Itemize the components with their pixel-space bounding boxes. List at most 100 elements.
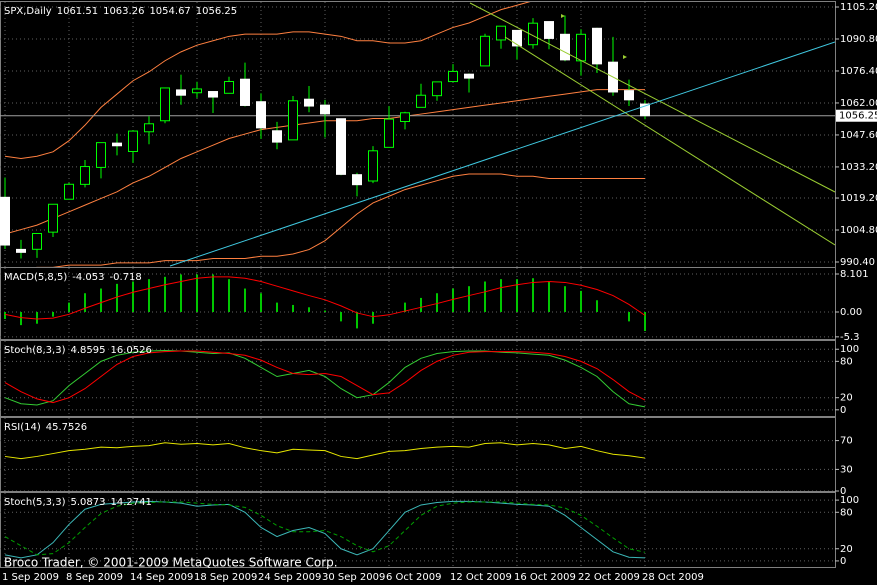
y-tick-label: 80 xyxy=(840,507,853,518)
candle-body xyxy=(80,166,90,185)
y-tick-label: -5.3 xyxy=(840,332,860,343)
panel-header: Stoch(8,3,3) xyxy=(4,345,66,356)
y-tick-label: 0 xyxy=(840,556,846,567)
panel-header: 45.7526 xyxy=(46,422,87,433)
candle-body xyxy=(128,130,138,152)
candle-body xyxy=(32,232,42,250)
arrow-marker xyxy=(561,14,565,18)
histogram-bar xyxy=(52,311,54,317)
panel-header: 4.8595 xyxy=(70,345,105,356)
candle-body xyxy=(192,88,202,94)
y-tick-label: 1076.40 xyxy=(840,66,877,77)
histogram-bar xyxy=(100,288,102,312)
histogram-bar xyxy=(324,310,326,312)
panel-header: 16.0526 xyxy=(110,345,151,356)
x-tick-label: 24 Sep 2009 xyxy=(258,572,321,583)
y-tick-label: 80 xyxy=(840,356,853,367)
panel-plot xyxy=(0,493,835,567)
histogram-bar xyxy=(580,290,582,312)
candle-body xyxy=(512,29,522,47)
candle-body xyxy=(352,174,362,186)
histogram-bar xyxy=(644,311,646,331)
x-tick-label: 22 Oct 2009 xyxy=(578,572,640,583)
candle-body xyxy=(96,142,106,168)
histogram-bar xyxy=(484,281,486,312)
candle-body xyxy=(576,33,586,62)
candle-body xyxy=(528,22,538,46)
candle-body xyxy=(400,112,410,123)
watermark: Broco Trader, © 2001-2009 MetaQuotes Sof… xyxy=(4,556,338,570)
histogram-bar xyxy=(228,279,230,312)
candle-body xyxy=(256,101,266,129)
histogram-bar xyxy=(276,302,278,312)
price-label-bg xyxy=(836,109,877,122)
y-tick-label: 0 xyxy=(840,405,846,416)
x-tick-label: 12 Oct 2009 xyxy=(450,572,512,583)
indicator-line xyxy=(4,276,646,320)
panel-header: -4.053 xyxy=(72,272,104,283)
candle-body xyxy=(160,87,170,122)
candle-body xyxy=(320,104,330,115)
candle-body xyxy=(176,89,186,96)
panel-header: RSI(14) xyxy=(4,422,41,433)
x-tick-label: 14 Sep 2009 xyxy=(130,572,193,583)
histogram-bar xyxy=(340,311,342,322)
histogram-bar xyxy=(180,274,182,312)
x-tick-label: 28 Oct 2009 xyxy=(642,572,704,583)
histogram-bar xyxy=(308,307,310,312)
x-tick-label: 18 Sep 2009 xyxy=(194,572,257,583)
histogram-bar xyxy=(564,286,566,312)
panel-plot xyxy=(0,2,835,267)
x-tick-label: 16 Oct 2009 xyxy=(514,572,576,583)
indicator-line xyxy=(4,349,646,408)
panel-header: SPX,Daily xyxy=(4,6,52,17)
y-tick-label: 1033.20 xyxy=(840,162,877,173)
y-tick-label: 990.40 xyxy=(840,257,875,268)
panel-plot xyxy=(0,341,835,416)
histogram-bar xyxy=(548,281,550,312)
candle-body xyxy=(112,142,122,147)
candle-body xyxy=(448,70,458,83)
y-tick-label: 1105.20 xyxy=(840,2,877,13)
candle-body xyxy=(432,81,442,97)
histogram-bar xyxy=(596,300,598,312)
candle-body xyxy=(464,73,474,79)
candle-body xyxy=(336,118,346,175)
candle-body xyxy=(144,123,154,133)
x-tick-label: 6 Oct 2009 xyxy=(386,572,441,583)
y-tick-label: 0.00 xyxy=(840,307,862,318)
y-tick-label: 20 xyxy=(840,544,853,555)
indicator-line xyxy=(4,350,646,404)
panel-header: 5.0873 xyxy=(70,497,105,508)
histogram-bar xyxy=(260,293,262,312)
candle-body xyxy=(624,90,634,101)
candle-body xyxy=(16,248,26,253)
candle-body xyxy=(0,196,10,246)
panel-header: -0.718 xyxy=(109,272,141,283)
histogram-bar xyxy=(420,297,422,312)
histogram-bar xyxy=(116,283,118,312)
panel-frame xyxy=(0,340,836,417)
histogram-bar xyxy=(500,279,502,312)
arrow-marker xyxy=(623,55,627,59)
panel-plot xyxy=(0,418,835,491)
histogram-bar xyxy=(196,274,198,312)
histogram-bar xyxy=(404,302,406,312)
x-tick-label: 1 Sep 2009 xyxy=(2,572,59,583)
histogram-bar xyxy=(36,311,38,324)
candle-body xyxy=(288,100,298,141)
candle-body xyxy=(368,150,378,182)
histogram-bar xyxy=(452,288,454,312)
panel-header: 1061.51 xyxy=(57,6,98,17)
y-tick-label: 1062.00 xyxy=(840,98,877,109)
y-tick-label: 100 xyxy=(840,495,859,506)
histogram-bar xyxy=(372,311,374,324)
histogram-bar xyxy=(164,276,166,312)
histogram-bar xyxy=(4,311,6,320)
candle-body xyxy=(208,91,218,98)
candle-body xyxy=(496,25,506,41)
histogram-bar xyxy=(132,281,134,312)
y-tick-label: 8.101 xyxy=(840,269,869,280)
y-tick-label: 1019.20 xyxy=(840,193,877,204)
y-tick-label: 70 xyxy=(840,436,853,447)
